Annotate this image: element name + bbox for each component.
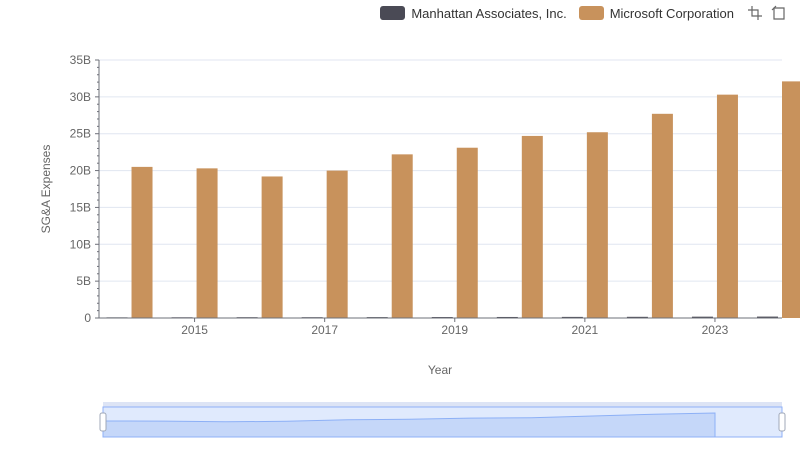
y-axis-title: SG&A Expenses bbox=[39, 145, 53, 234]
x-tick-label: 2019 bbox=[441, 323, 468, 337]
bar-manhattan-2022[interactable] bbox=[626, 316, 648, 318]
bar-microsoft-2014[interactable] bbox=[131, 166, 153, 318]
bar-microsoft-2018[interactable] bbox=[391, 154, 413, 318]
bar-manhattan-2021[interactable] bbox=[561, 316, 583, 318]
y-tick-label: 30B bbox=[70, 90, 91, 104]
bar-manhattan-2020[interactable] bbox=[496, 316, 518, 318]
axes-group: 0 5B 10B 15B 20B 25B 30B 35B 2015 2017 2019 2021 202… bbox=[70, 53, 782, 337]
bar-microsoft-2022[interactable] bbox=[651, 113, 673, 318]
zoom-right-handle[interactable] bbox=[778, 412, 786, 432]
y-tick-label: 5B bbox=[76, 274, 91, 288]
bar-microsoft-2019[interactable] bbox=[456, 147, 478, 318]
y-tick-label: 25B bbox=[70, 127, 91, 141]
bar-microsoft-2016[interactable] bbox=[261, 176, 283, 318]
legend-item-microsoft[interactable]: Microsoft Corporation bbox=[578, 5, 734, 21]
zoom-select-icon[interactable] bbox=[746, 4, 764, 22]
data-zoom-slider[interactable] bbox=[99, 402, 786, 438]
bar-microsoft-2021[interactable] bbox=[586, 132, 608, 318]
x-tick-label: 2021 bbox=[572, 323, 599, 337]
bar-microsoft-2020[interactable] bbox=[521, 135, 543, 318]
legend-label-manhattan: Manhattan Associates, Inc. bbox=[411, 5, 567, 21]
zoom-reset-icon[interactable] bbox=[770, 4, 788, 22]
bar-manhattan-2023[interactable] bbox=[691, 316, 713, 318]
bars-group bbox=[106, 81, 800, 319]
x-tick-label: 2017 bbox=[311, 323, 338, 337]
legend-swatch-microsoft bbox=[578, 6, 604, 20]
legend-swatch-manhattan bbox=[380, 6, 406, 20]
y-tick-label: 20B bbox=[70, 164, 91, 178]
x-tick-label: 2023 bbox=[702, 323, 729, 337]
zoom-preview-area bbox=[102, 412, 716, 438]
x-axis-title: Year bbox=[428, 363, 452, 377]
x-tick-label: 2015 bbox=[181, 323, 208, 337]
legend-item-manhattan[interactable]: Manhattan Associates, Inc. bbox=[380, 5, 567, 21]
bar-microsoft-2023[interactable] bbox=[716, 94, 738, 318]
y-tick-label: 15B bbox=[70, 200, 91, 214]
bar-manhattan-2024[interactable] bbox=[757, 316, 778, 318]
bar-microsoft-2024[interactable] bbox=[782, 81, 800, 319]
legend: Manhattan Associates, Inc. Microsoft Cor… bbox=[380, 4, 788, 22]
zoom-window[interactable] bbox=[102, 406, 783, 438]
zoom-handle-bar[interactable] bbox=[103, 402, 782, 407]
y-tick-label: 0 bbox=[84, 311, 91, 325]
y-tick-label: 10B bbox=[70, 237, 91, 251]
bar-microsoft-2015[interactable] bbox=[196, 168, 218, 318]
bar-microsoft-2017[interactable] bbox=[326, 170, 348, 318]
legend-label-microsoft: Microsoft Corporation bbox=[609, 5, 734, 21]
y-tick-label: 35B bbox=[70, 53, 91, 67]
zoom-left-handle[interactable] bbox=[99, 412, 107, 432]
